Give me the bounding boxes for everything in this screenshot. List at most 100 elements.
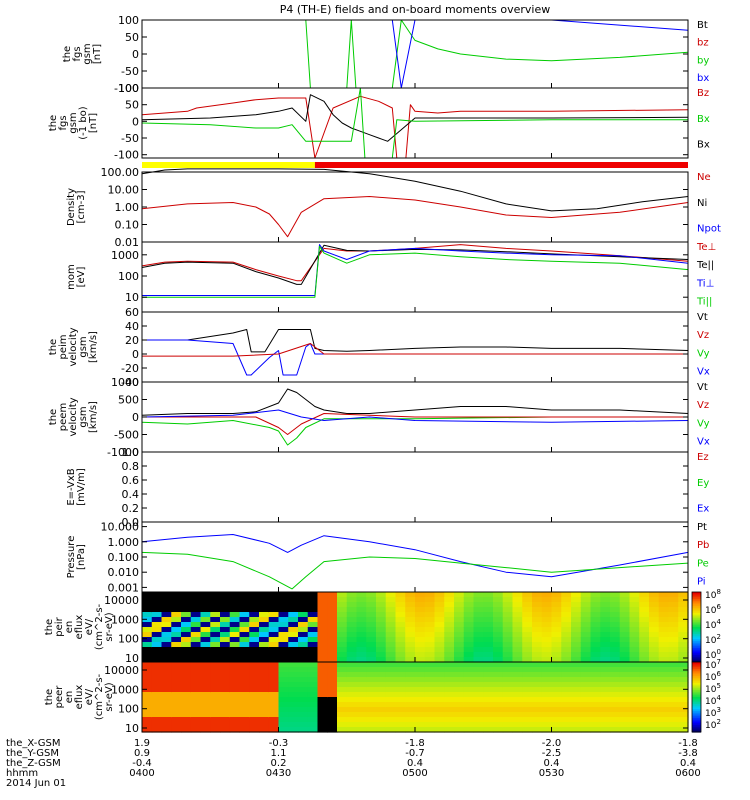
y-tick-label: 10 bbox=[125, 652, 139, 665]
heatmap-cell bbox=[337, 642, 348, 648]
colorbar-step bbox=[692, 641, 701, 644]
heatmap-cell bbox=[337, 712, 348, 718]
heatmap-cell bbox=[385, 617, 397, 623]
heatmap-cell bbox=[600, 627, 611, 633]
heatmap-cell bbox=[268, 632, 280, 638]
heatmap-cell bbox=[346, 642, 358, 648]
heatmap-cell bbox=[337, 617, 348, 623]
heatmap-cell bbox=[434, 607, 445, 613]
heatmap-cell bbox=[385, 612, 397, 618]
heatmap-cell bbox=[376, 727, 387, 733]
heatmap-cell bbox=[405, 697, 416, 703]
heatmap-cell bbox=[571, 597, 582, 603]
heatmap-cell bbox=[181, 622, 192, 628]
y-axis-label-line: peir bbox=[54, 616, 65, 636]
heatmap-cell bbox=[181, 692, 192, 698]
heatmap-cell bbox=[522, 717, 533, 723]
y-tick-label: 0.100 bbox=[108, 551, 140, 564]
heatmap-cell bbox=[522, 647, 533, 653]
heatmap-cell bbox=[327, 722, 338, 728]
legend-label: Pe bbox=[697, 559, 709, 570]
heatmap-cell bbox=[366, 702, 377, 708]
y-tick-label: 1.000 bbox=[108, 536, 140, 549]
heatmap-cell bbox=[337, 607, 348, 613]
heatmap-cell bbox=[151, 602, 163, 608]
heatmap-cell bbox=[239, 672, 250, 678]
heatmap-cell bbox=[249, 692, 260, 698]
heatmap-cell bbox=[493, 702, 504, 708]
heatmap-cell bbox=[561, 727, 572, 733]
heatmap-cell bbox=[649, 672, 660, 678]
heatmap-cell bbox=[493, 722, 504, 728]
heatmap-cell bbox=[142, 712, 153, 718]
series-line bbox=[141, 409, 689, 423]
heatmap-cell bbox=[210, 727, 221, 733]
heatmap-cell bbox=[551, 652, 562, 658]
x-tick-label: 0600 bbox=[675, 768, 700, 779]
heatmap-cell bbox=[590, 727, 601, 733]
legend-label: Ti|| bbox=[696, 297, 712, 308]
heatmap-cell bbox=[142, 642, 153, 648]
heatmap-cell bbox=[190, 702, 202, 708]
heatmap-cell bbox=[317, 602, 328, 608]
heatmap-cell bbox=[405, 657, 416, 663]
heatmap-cell bbox=[678, 672, 689, 678]
y-tick-label: -100 bbox=[114, 82, 139, 95]
heatmap-cell bbox=[580, 712, 592, 718]
heatmap-cell bbox=[151, 712, 163, 718]
heatmap-cell bbox=[512, 672, 523, 678]
heatmap-cell bbox=[424, 652, 436, 658]
heatmap-cell bbox=[532, 687, 543, 693]
heatmap-cell bbox=[395, 607, 406, 613]
y-axis-label-line: E=-VxB bbox=[66, 468, 77, 505]
heatmap-cell bbox=[522, 602, 533, 608]
colorbar-step bbox=[692, 709, 701, 712]
heatmap-cell bbox=[434, 717, 445, 723]
heatmap-cell bbox=[268, 592, 280, 598]
y-tick-label: 100.00 bbox=[101, 166, 140, 179]
y-tick-label: 10 bbox=[125, 291, 139, 304]
heatmap-cell bbox=[161, 677, 172, 683]
heatmap-cell bbox=[346, 707, 358, 713]
heatmap-cell bbox=[590, 627, 601, 633]
heatmap-cell bbox=[522, 712, 533, 718]
heatmap-cell bbox=[220, 632, 231, 638]
heatmap-cell bbox=[298, 682, 309, 688]
heatmap-cell bbox=[307, 637, 319, 643]
heatmap-cell bbox=[639, 682, 650, 688]
colorbar-step bbox=[692, 690, 701, 693]
heatmap-cell bbox=[317, 592, 328, 598]
heatmap-cell bbox=[493, 652, 504, 658]
x-row-label: the_X-GSM bbox=[6, 738, 60, 749]
heatmap-cell bbox=[288, 687, 299, 693]
heatmap-cell bbox=[298, 717, 309, 723]
heatmap-cell bbox=[317, 612, 328, 618]
heatmap-cell bbox=[181, 657, 192, 663]
heatmap-cell bbox=[395, 687, 406, 693]
heatmap-cell bbox=[288, 617, 299, 623]
heatmap-cell bbox=[668, 667, 679, 673]
heatmap-cell bbox=[561, 602, 572, 608]
heatmap-cell bbox=[551, 647, 562, 653]
heatmap-cell bbox=[395, 612, 406, 618]
heatmap-cell bbox=[512, 662, 523, 668]
heatmap-cell bbox=[298, 672, 309, 678]
heatmap-cell bbox=[483, 677, 494, 683]
heatmap-cell bbox=[522, 722, 533, 728]
heatmap-cell bbox=[171, 662, 182, 668]
heatmap-cell bbox=[434, 657, 445, 663]
heatmap-cell bbox=[278, 647, 289, 653]
heatmap-cell bbox=[220, 672, 231, 678]
heatmap-cell bbox=[571, 667, 582, 673]
heatmap-cell bbox=[463, 707, 475, 713]
heatmap-cell bbox=[463, 602, 475, 608]
heatmap-cell bbox=[298, 677, 309, 683]
colorbar-step bbox=[692, 728, 701, 731]
heatmap-cell bbox=[200, 642, 211, 648]
x-tick-label: 1.9 bbox=[134, 738, 150, 749]
heatmap-cell bbox=[346, 672, 358, 678]
heatmap-cell bbox=[639, 632, 650, 638]
heatmap-cell bbox=[619, 617, 631, 623]
heatmap-cell bbox=[619, 717, 631, 723]
